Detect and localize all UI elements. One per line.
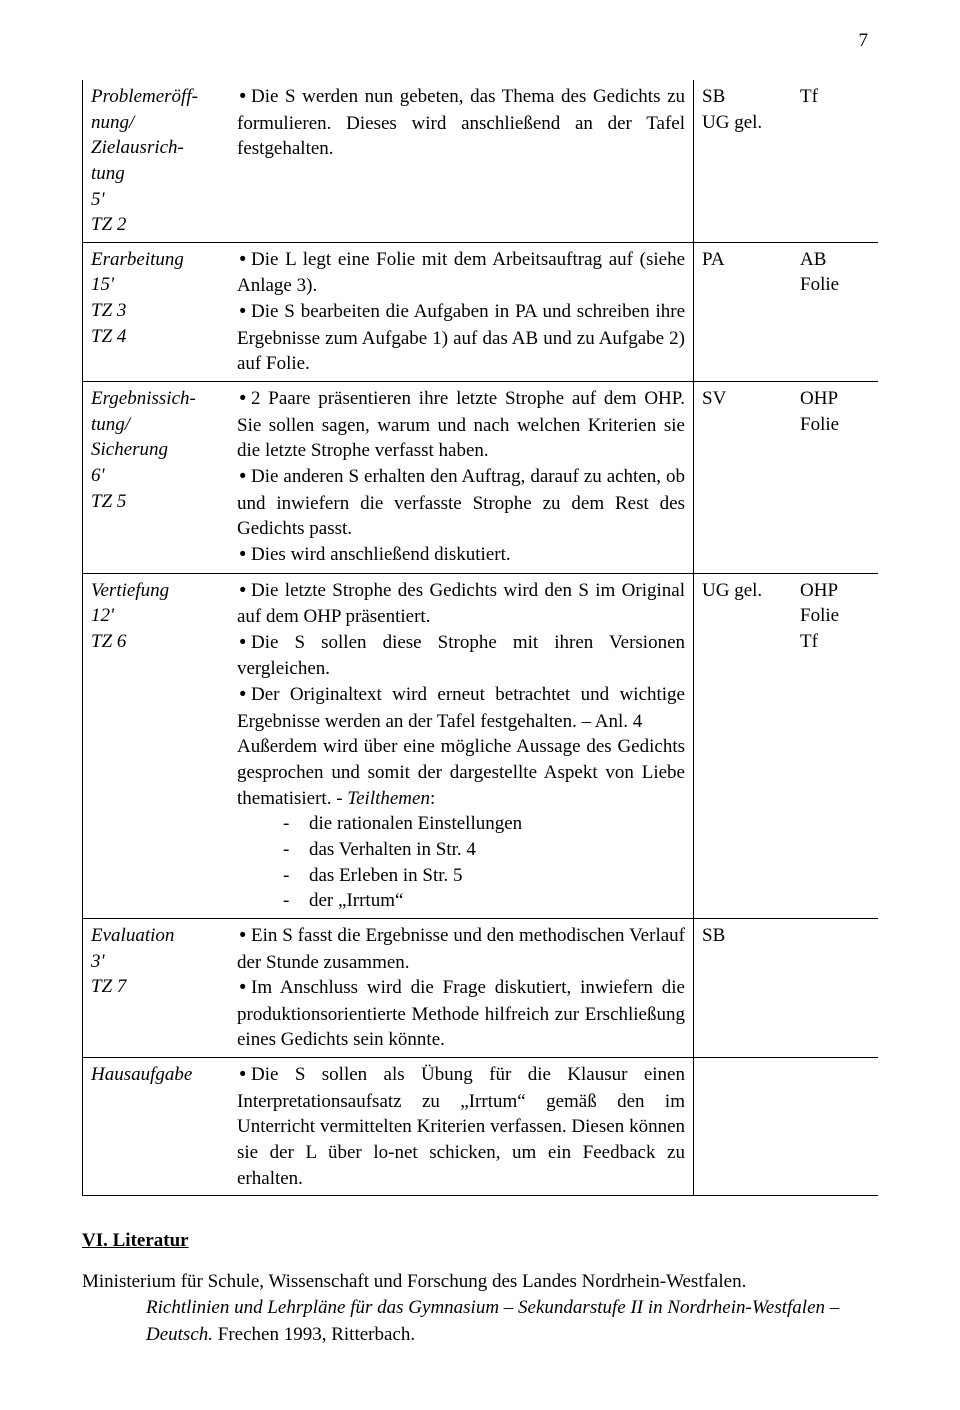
dash-item: der „Irrtum“ xyxy=(283,888,685,914)
media-cell: OHPFolieTf xyxy=(792,573,878,918)
social-form-cell: SBUG gel. xyxy=(694,80,793,242)
bullet-item: Ein S fasst die Ergebnisse und den metho… xyxy=(237,923,685,975)
media-cell xyxy=(792,918,878,1057)
page-number: 7 xyxy=(859,28,869,55)
bullet-item: 2 Paare präsentieren ihre letzte Strophe… xyxy=(237,386,685,464)
dash-item: die rationalen Einstellungen xyxy=(283,811,685,837)
social-form-cell: PA xyxy=(694,242,793,381)
bullet-item: Die L legt eine Folie mit dem Arbeitsauf… xyxy=(237,247,685,299)
reference-line1: Ministerium für Schule, Wissenschaft und… xyxy=(82,1269,878,1296)
content-cell: Die S sollen als Übung für die Klausur e… xyxy=(229,1058,694,1196)
social-form-cell: SB xyxy=(694,918,793,1057)
content-cell: Ein S fasst die Ergebnisse und den metho… xyxy=(229,918,694,1057)
media-cell: ABFolie xyxy=(792,242,878,381)
phase-cell: Erarbeitung15'TZ 3TZ 4 xyxy=(83,242,230,381)
social-form-cell xyxy=(694,1058,793,1196)
phase-cell: Vertiefung12'TZ 6 xyxy=(83,573,230,918)
bullet-item: Die letzte Strophe des Gedichts wird den… xyxy=(237,578,685,630)
content-cell: 2 Paare präsentieren ihre letzte Strophe… xyxy=(229,382,694,573)
reference-line2: Richtlinien und Lehrpläne für das Gymnas… xyxy=(146,1295,878,1348)
content-cell: Die L legt eine Folie mit dem Arbeitsauf… xyxy=(229,242,694,381)
bullet-item: Die S werden nun gebeten, das Thema des … xyxy=(237,84,685,162)
phase-cell: Hausaufgabe xyxy=(83,1058,230,1196)
section-heading: VI. Literatur xyxy=(82,1228,878,1255)
bullet-item: Die S sollen diese Strophe mit ihren Ver… xyxy=(237,630,685,682)
bullet-item: Die anderen S erhalten den Auftrag, dara… xyxy=(237,464,685,542)
phase-cell: Evaluation3'TZ 7 xyxy=(83,918,230,1057)
phase-cell: Ergebnissich-tung/Sicherung6'TZ 5 xyxy=(83,382,230,573)
bullet-item: Dies wird anschließend diskutiert. xyxy=(237,542,685,569)
media-cell: Tf xyxy=(792,80,878,242)
bullet-item: Die S sollen als Übung für die Klausur e… xyxy=(237,1062,685,1191)
media-cell: OHPFolie xyxy=(792,382,878,573)
social-form-cell: UG gel. xyxy=(694,573,793,918)
reference-block: Ministerium für Schule, Wissenschaft und… xyxy=(82,1269,878,1349)
reference-tail: Frechen 1993, Ritterbach. xyxy=(213,1324,415,1345)
paragraph: Außerdem wird über eine mögliche Aussage… xyxy=(237,734,685,811)
phase-cell: Problemeröff-nung/Zielausrich-tung5'TZ 2 xyxy=(83,80,230,242)
bullet-item: Im Anschluss wird die Frage diskutiert, … xyxy=(237,975,685,1053)
media-cell xyxy=(792,1058,878,1196)
dash-item: das Verhalten in Str. 4 xyxy=(283,837,685,863)
content-cell: Die letzte Strophe des Gedichts wird den… xyxy=(229,573,694,918)
bullet-item: Der Originaltext wird erneut betrachtet … xyxy=(237,682,685,734)
lesson-plan-table: Problemeröff-nung/Zielausrich-tung5'TZ 2… xyxy=(82,80,878,1196)
social-form-cell: SV xyxy=(694,382,793,573)
dash-item: das Erleben in Str. 5 xyxy=(283,863,685,889)
bullet-item: Die S bearbeiten die Aufgaben in PA und … xyxy=(237,299,685,377)
content-cell: Die S werden nun gebeten, das Thema des … xyxy=(229,80,694,242)
